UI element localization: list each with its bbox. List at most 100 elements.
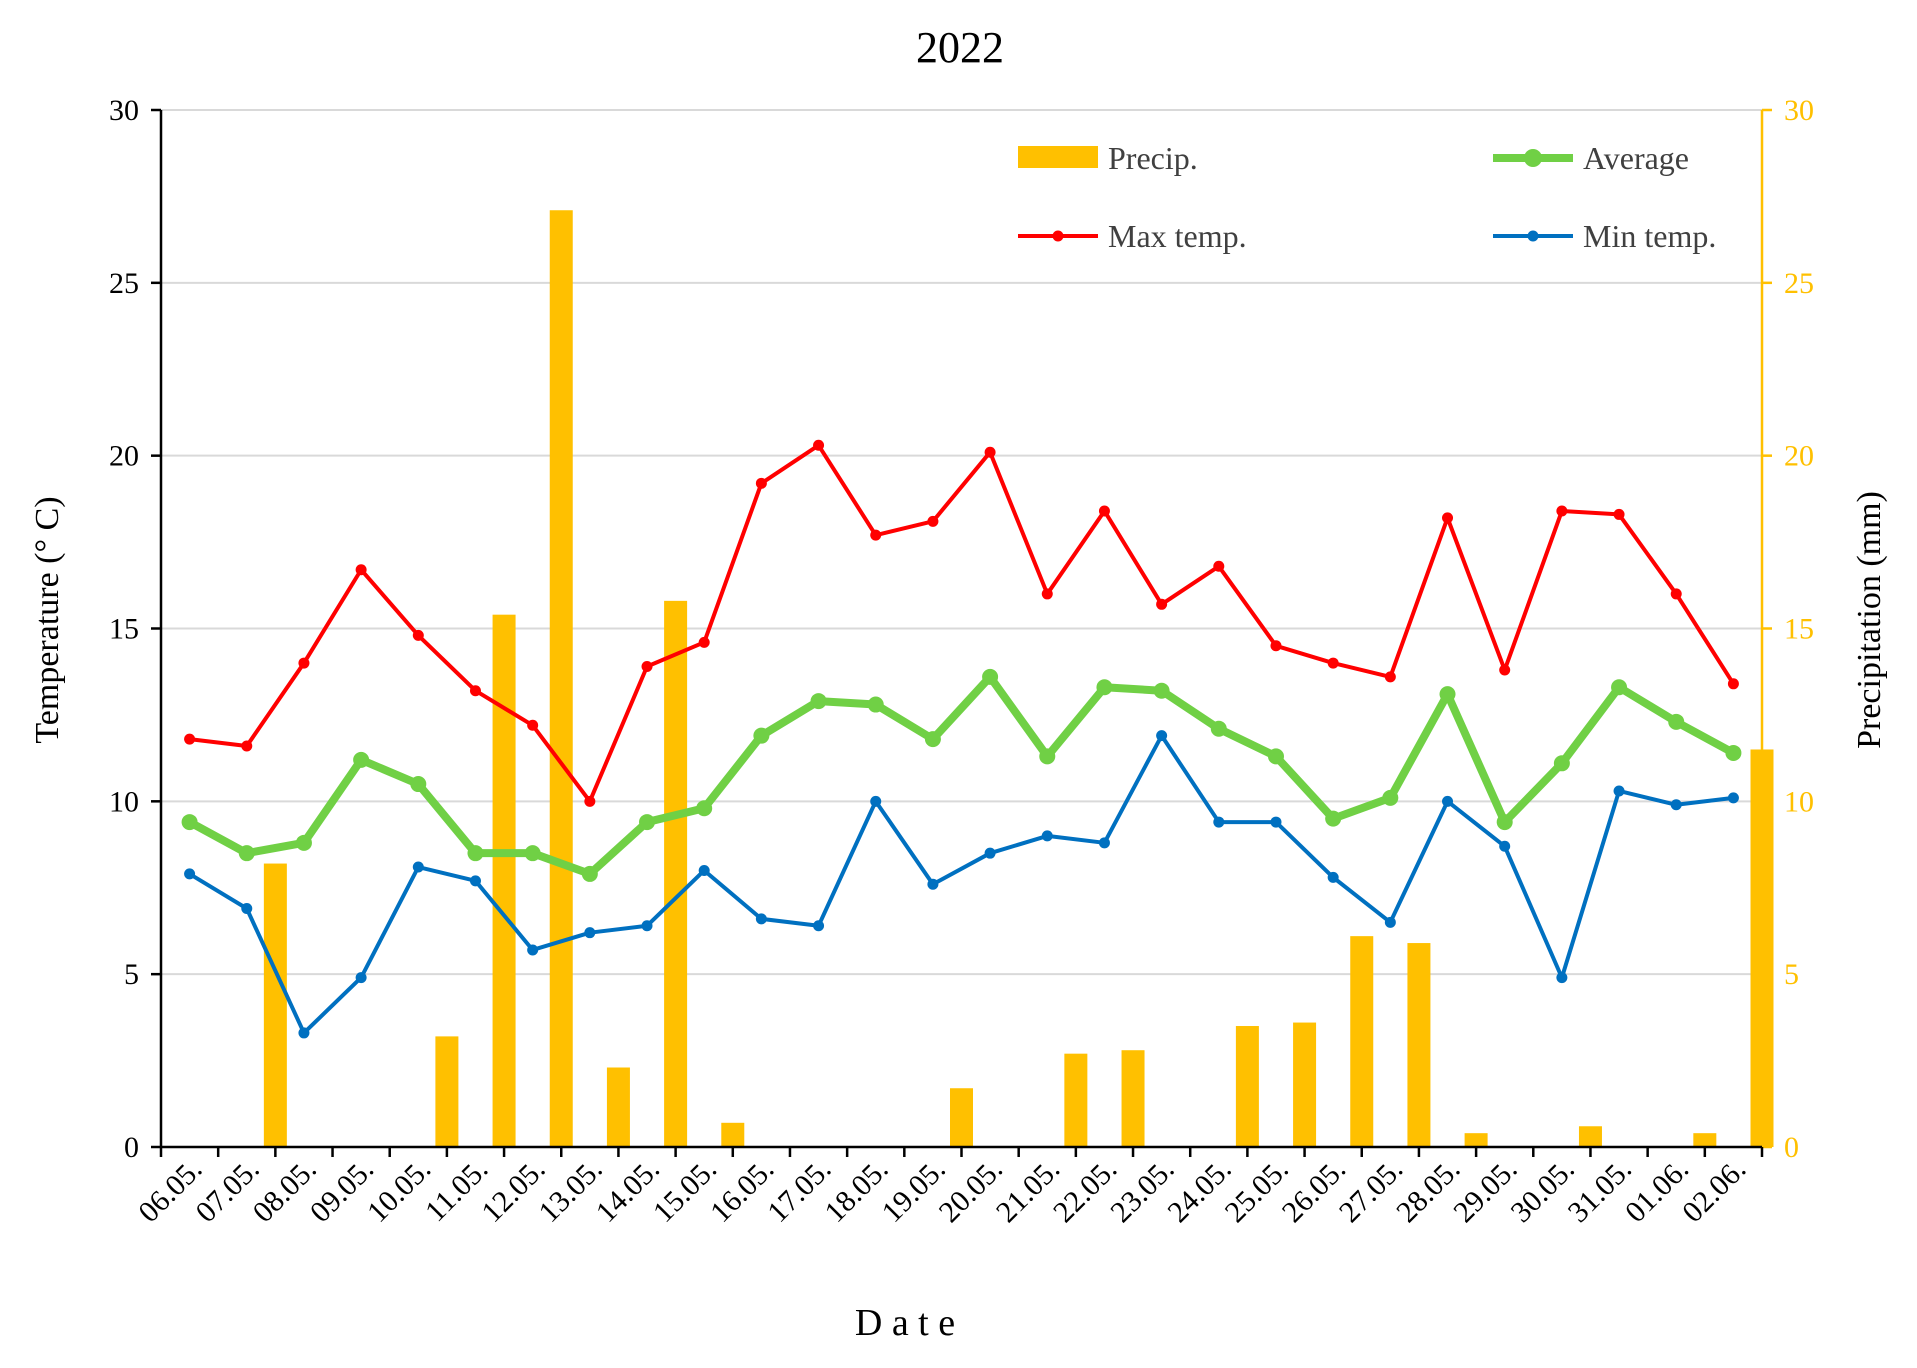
- series-point-1: [181, 814, 198, 831]
- series-point-1: [1439, 686, 1456, 703]
- series-point-1: [639, 814, 656, 831]
- precip-bar: [1235, 1026, 1259, 1147]
- left-tick-label: 10: [109, 785, 139, 818]
- series-point-3: [813, 920, 825, 932]
- series-point-2: [1384, 671, 1396, 683]
- right-tick-label: 30: [1784, 94, 1814, 127]
- x-tick-label: 01.06.: [1619, 1153, 1695, 1229]
- series-point-2: [241, 740, 253, 752]
- series-line-2: [187, 443, 1736, 804]
- precip-bar: [950, 1088, 973, 1147]
- legend-swatch-marker: [1527, 230, 1539, 242]
- series-point-2: [870, 529, 882, 541]
- series-point-2: [1442, 512, 1454, 524]
- series-point-3: [1556, 972, 1568, 984]
- series-point-1: [581, 865, 598, 882]
- series-point-3: [1613, 785, 1625, 797]
- x-tick-label: 23.05.: [1104, 1153, 1180, 1229]
- series-point-3: [1670, 799, 1682, 811]
- series-point-3: [1270, 816, 1282, 828]
- precip-bar: [606, 1067, 630, 1147]
- legend-label: Max temp.: [1108, 218, 1247, 254]
- series-point-1: [1096, 679, 1113, 696]
- series-point-2: [1556, 505, 1568, 517]
- x-tick-label: 08.05.: [247, 1153, 323, 1229]
- x-axis-label: D a t e: [855, 1302, 955, 1344]
- series-point-2: [1327, 657, 1339, 669]
- x-tick-label: 06.05.: [132, 1153, 208, 1229]
- precip-bar: [1293, 1022, 1317, 1147]
- right-tick-label: 15: [1784, 613, 1814, 646]
- left-tick-label: 30: [109, 94, 139, 127]
- series-point-1: [1267, 748, 1284, 765]
- series-point-3: [1156, 730, 1168, 742]
- series-point-1: [1382, 789, 1399, 806]
- series-point-2: [1670, 588, 1682, 600]
- precip-bar: [1121, 1050, 1145, 1147]
- series-point-1: [524, 845, 541, 862]
- series-point-3: [1213, 816, 1225, 828]
- series-point-1: [1611, 679, 1628, 696]
- series-point-3: [927, 878, 939, 890]
- x-axis-ticks: 06.05.07.05.08.05.09.05.10.05.11.05.12.0…: [132, 1147, 1764, 1229]
- series-point-2: [1613, 508, 1625, 520]
- x-tick-label: 17.05.: [761, 1153, 837, 1229]
- x-tick-label: 26.05.: [1276, 1153, 1352, 1229]
- series-line-3: [187, 733, 1736, 1035]
- series-point-2: [1213, 560, 1225, 572]
- x-tick-label: 15.05.: [647, 1153, 723, 1229]
- precip-bar: [1464, 1133, 1488, 1147]
- precip-bar: [1407, 943, 1431, 1147]
- series-point-2: [1727, 678, 1739, 690]
- precip-bar: [1064, 1053, 1088, 1147]
- x-tick-label: 14.05.: [590, 1153, 666, 1229]
- legend-swatch-marker: [1524, 149, 1542, 167]
- series-point-3: [1327, 871, 1339, 883]
- series-point-3: [1384, 916, 1396, 928]
- series-point-1: [810, 693, 827, 710]
- series-point-2: [813, 439, 825, 451]
- x-tick-label: 31.05.: [1562, 1153, 1638, 1229]
- x-tick-label: 22.05.: [1047, 1153, 1123, 1229]
- x-tick-label: 20.05.: [933, 1153, 1009, 1229]
- precip-bar: [1350, 936, 1374, 1147]
- y-axis-label-left: Temperature (° C): [29, 496, 66, 743]
- left-tick-label: 25: [109, 267, 139, 300]
- series-point-3: [698, 864, 710, 876]
- x-tick-label: 25.05.: [1219, 1153, 1295, 1229]
- series-point-1: [1153, 682, 1170, 699]
- legend: Precip. Average Max temp. Min temp.: [1018, 140, 1716, 254]
- series-point-2: [184, 733, 196, 745]
- series-point-3: [1098, 837, 1110, 849]
- right-tick-label: 25: [1784, 267, 1814, 300]
- left-tick-label: 5: [124, 958, 139, 991]
- series-point-3: [755, 913, 767, 925]
- right-tick-label: 5: [1784, 958, 1799, 991]
- series-point-2: [1499, 664, 1511, 676]
- series-point-3: [298, 1027, 310, 1039]
- series-point-1: [238, 845, 255, 862]
- series-point-2: [1098, 505, 1110, 517]
- temperature-lines: [181, 439, 1742, 1039]
- series-point-2: [469, 685, 481, 697]
- x-tick-label: 27.05.: [1333, 1153, 1409, 1229]
- legend-swatch-precip: [1018, 146, 1098, 168]
- series-point-2: [641, 661, 653, 673]
- legend-label: Min temp.: [1583, 218, 1716, 254]
- x-tick-label: 28.05.: [1390, 1153, 1466, 1229]
- series-point-1: [1668, 713, 1685, 730]
- series-point-1: [1553, 755, 1570, 772]
- series-point-2: [298, 657, 310, 669]
- series-point-1: [1725, 744, 1742, 761]
- left-axis-ticks: 0 5 10 15 20 25 30: [109, 94, 161, 1164]
- x-tick-label: 19.05.: [875, 1153, 951, 1229]
- x-tick-label: 12.05.: [475, 1153, 551, 1229]
- x-tick-label: 09.05.: [304, 1153, 380, 1229]
- series-point-3: [1442, 795, 1454, 807]
- series-point-1: [753, 727, 770, 744]
- series-point-1: [1039, 748, 1056, 765]
- series-point-1: [696, 800, 713, 817]
- x-tick-label: 16.05.: [704, 1153, 780, 1229]
- series-point-1: [924, 731, 941, 748]
